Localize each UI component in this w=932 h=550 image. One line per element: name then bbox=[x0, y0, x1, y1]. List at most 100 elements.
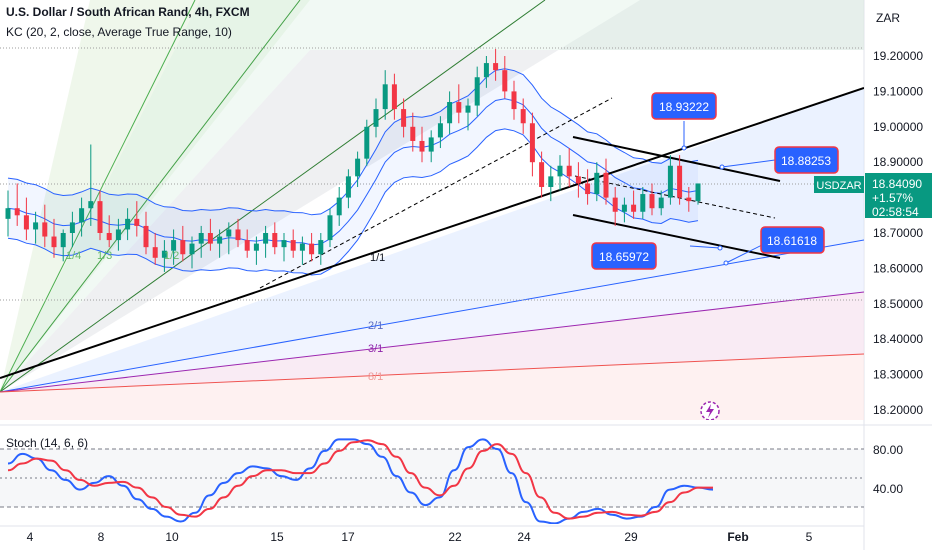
candle-body bbox=[198, 233, 204, 244]
candle bbox=[447, 91, 453, 134]
current-price: 18.84090 bbox=[872, 177, 922, 191]
callout-text-1: 18.93222 bbox=[659, 100, 709, 114]
price-axis[interactable]: 19.20000 19.10000 19.00000 18.90000 18.70000… bbox=[873, 49, 923, 417]
keltner-lower bbox=[7, 128, 699, 276]
candle bbox=[272, 222, 278, 255]
candle bbox=[198, 225, 204, 258]
candle bbox=[640, 186, 646, 219]
candle-body bbox=[161, 250, 167, 258]
candle-body bbox=[667, 165, 673, 198]
fan-label-2-1: 2/1 bbox=[368, 320, 383, 332]
candle bbox=[585, 169, 591, 205]
candle bbox=[244, 229, 250, 258]
time-tick: 5 bbox=[806, 530, 813, 544]
candle bbox=[345, 169, 351, 209]
lightning-icon[interactable] bbox=[700, 401, 720, 420]
main-trendline[interactable] bbox=[0, 87, 864, 379]
symbol-tag-text: USDZAR bbox=[816, 180, 861, 192]
candle-body bbox=[189, 243, 195, 255]
candle bbox=[189, 236, 195, 269]
currency-selector[interactable]: ZAR bbox=[876, 11, 900, 25]
candle-body bbox=[51, 236, 57, 248]
candle bbox=[290, 229, 296, 258]
candle-body bbox=[640, 194, 646, 212]
candle bbox=[161, 240, 167, 272]
candle-body bbox=[88, 201, 94, 209]
candle bbox=[474, 66, 480, 117]
candle bbox=[318, 233, 324, 265]
callout-box-1 bbox=[651, 92, 717, 120]
callout-18-61618[interactable]: 18.61618 bbox=[760, 226, 825, 254]
candle-body bbox=[33, 222, 39, 230]
candle-body bbox=[207, 233, 213, 244]
candles[interactable] bbox=[5, 48, 701, 272]
candle-body bbox=[520, 109, 526, 124]
price-tick: 19.20000 bbox=[873, 49, 923, 63]
candle bbox=[106, 215, 112, 248]
price-tick: 18.20000 bbox=[873, 403, 923, 417]
candle-body bbox=[134, 218, 140, 226]
candle-body bbox=[658, 197, 664, 209]
candle bbox=[226, 222, 232, 255]
time-axis[interactable]: 4 8 10 15 17 22 24 29 Feb 5 bbox=[27, 530, 813, 544]
candle bbox=[539, 151, 545, 198]
candle-body bbox=[281, 240, 287, 248]
candle bbox=[419, 126, 425, 163]
candle-body bbox=[539, 162, 545, 187]
candle bbox=[566, 148, 572, 187]
main-pane[interactable]: 1/4 1/3 1/2 1/1 2/1 3/1 8/1 18.93222 18.… bbox=[0, 0, 864, 420]
callout-18-88253[interactable]: 18.88253 bbox=[774, 146, 839, 174]
candle-body bbox=[447, 102, 453, 124]
candle-body bbox=[677, 165, 683, 198]
candle-body bbox=[14, 208, 20, 216]
symbol-tag[interactable]: USDZAR bbox=[814, 176, 864, 193]
callout-text-3: 18.65972 bbox=[599, 250, 649, 264]
candle-body bbox=[529, 123, 535, 163]
candle bbox=[143, 211, 149, 255]
price-tick: 18.60000 bbox=[873, 261, 923, 275]
wedge-mid-line[interactable] bbox=[574, 175, 776, 219]
candle bbox=[23, 197, 29, 241]
candle-body bbox=[373, 109, 379, 127]
candle bbox=[603, 158, 609, 205]
candle bbox=[686, 186, 692, 212]
wedge-upper-line[interactable] bbox=[572, 136, 781, 182]
candle bbox=[410, 112, 416, 152]
candle bbox=[180, 225, 186, 262]
time-tick: 22 bbox=[448, 530, 462, 544]
candle bbox=[336, 186, 342, 226]
candle-body bbox=[180, 240, 186, 255]
current-price-bg bbox=[865, 173, 932, 218]
candle bbox=[253, 236, 259, 265]
current-price-label[interactable]: 18.84090 +1.57% 02:58:54 bbox=[865, 173, 932, 219]
candle-body bbox=[272, 233, 278, 248]
symbol-tag-bg bbox=[814, 176, 864, 193]
callout-dot-2 bbox=[719, 164, 725, 170]
callout-box-4 bbox=[760, 226, 825, 254]
candle-body bbox=[382, 84, 388, 110]
fan-label-3-1: 3/1 bbox=[368, 343, 383, 355]
callout-18-93222[interactable]: 18.93222 bbox=[651, 92, 717, 120]
fan-fill-blue bbox=[0, 88, 864, 392]
fan-label-1-2: 1/2 bbox=[164, 250, 179, 262]
candle bbox=[548, 165, 554, 202]
candle bbox=[502, 56, 508, 99]
candle bbox=[88, 144, 94, 226]
candle bbox=[456, 84, 462, 124]
candle bbox=[483, 56, 489, 88]
candle-body bbox=[97, 201, 103, 233]
fan-fill-green-3 bbox=[0, 0, 864, 392]
dashed-channel-line[interactable] bbox=[259, 97, 613, 289]
callout-connector-4 bbox=[725, 243, 765, 264]
wedge-lower-line[interactable] bbox=[572, 214, 781, 259]
candle bbox=[309, 233, 315, 262]
candle bbox=[115, 218, 121, 251]
time-tick: 29 bbox=[624, 530, 638, 544]
candle-body bbox=[143, 225, 149, 248]
candle bbox=[171, 229, 177, 265]
candle bbox=[677, 155, 683, 205]
stoch-pane[interactable] bbox=[0, 438, 864, 524]
callout-18-65972[interactable]: 18.65972 bbox=[591, 242, 657, 270]
candle-body bbox=[548, 176, 554, 187]
